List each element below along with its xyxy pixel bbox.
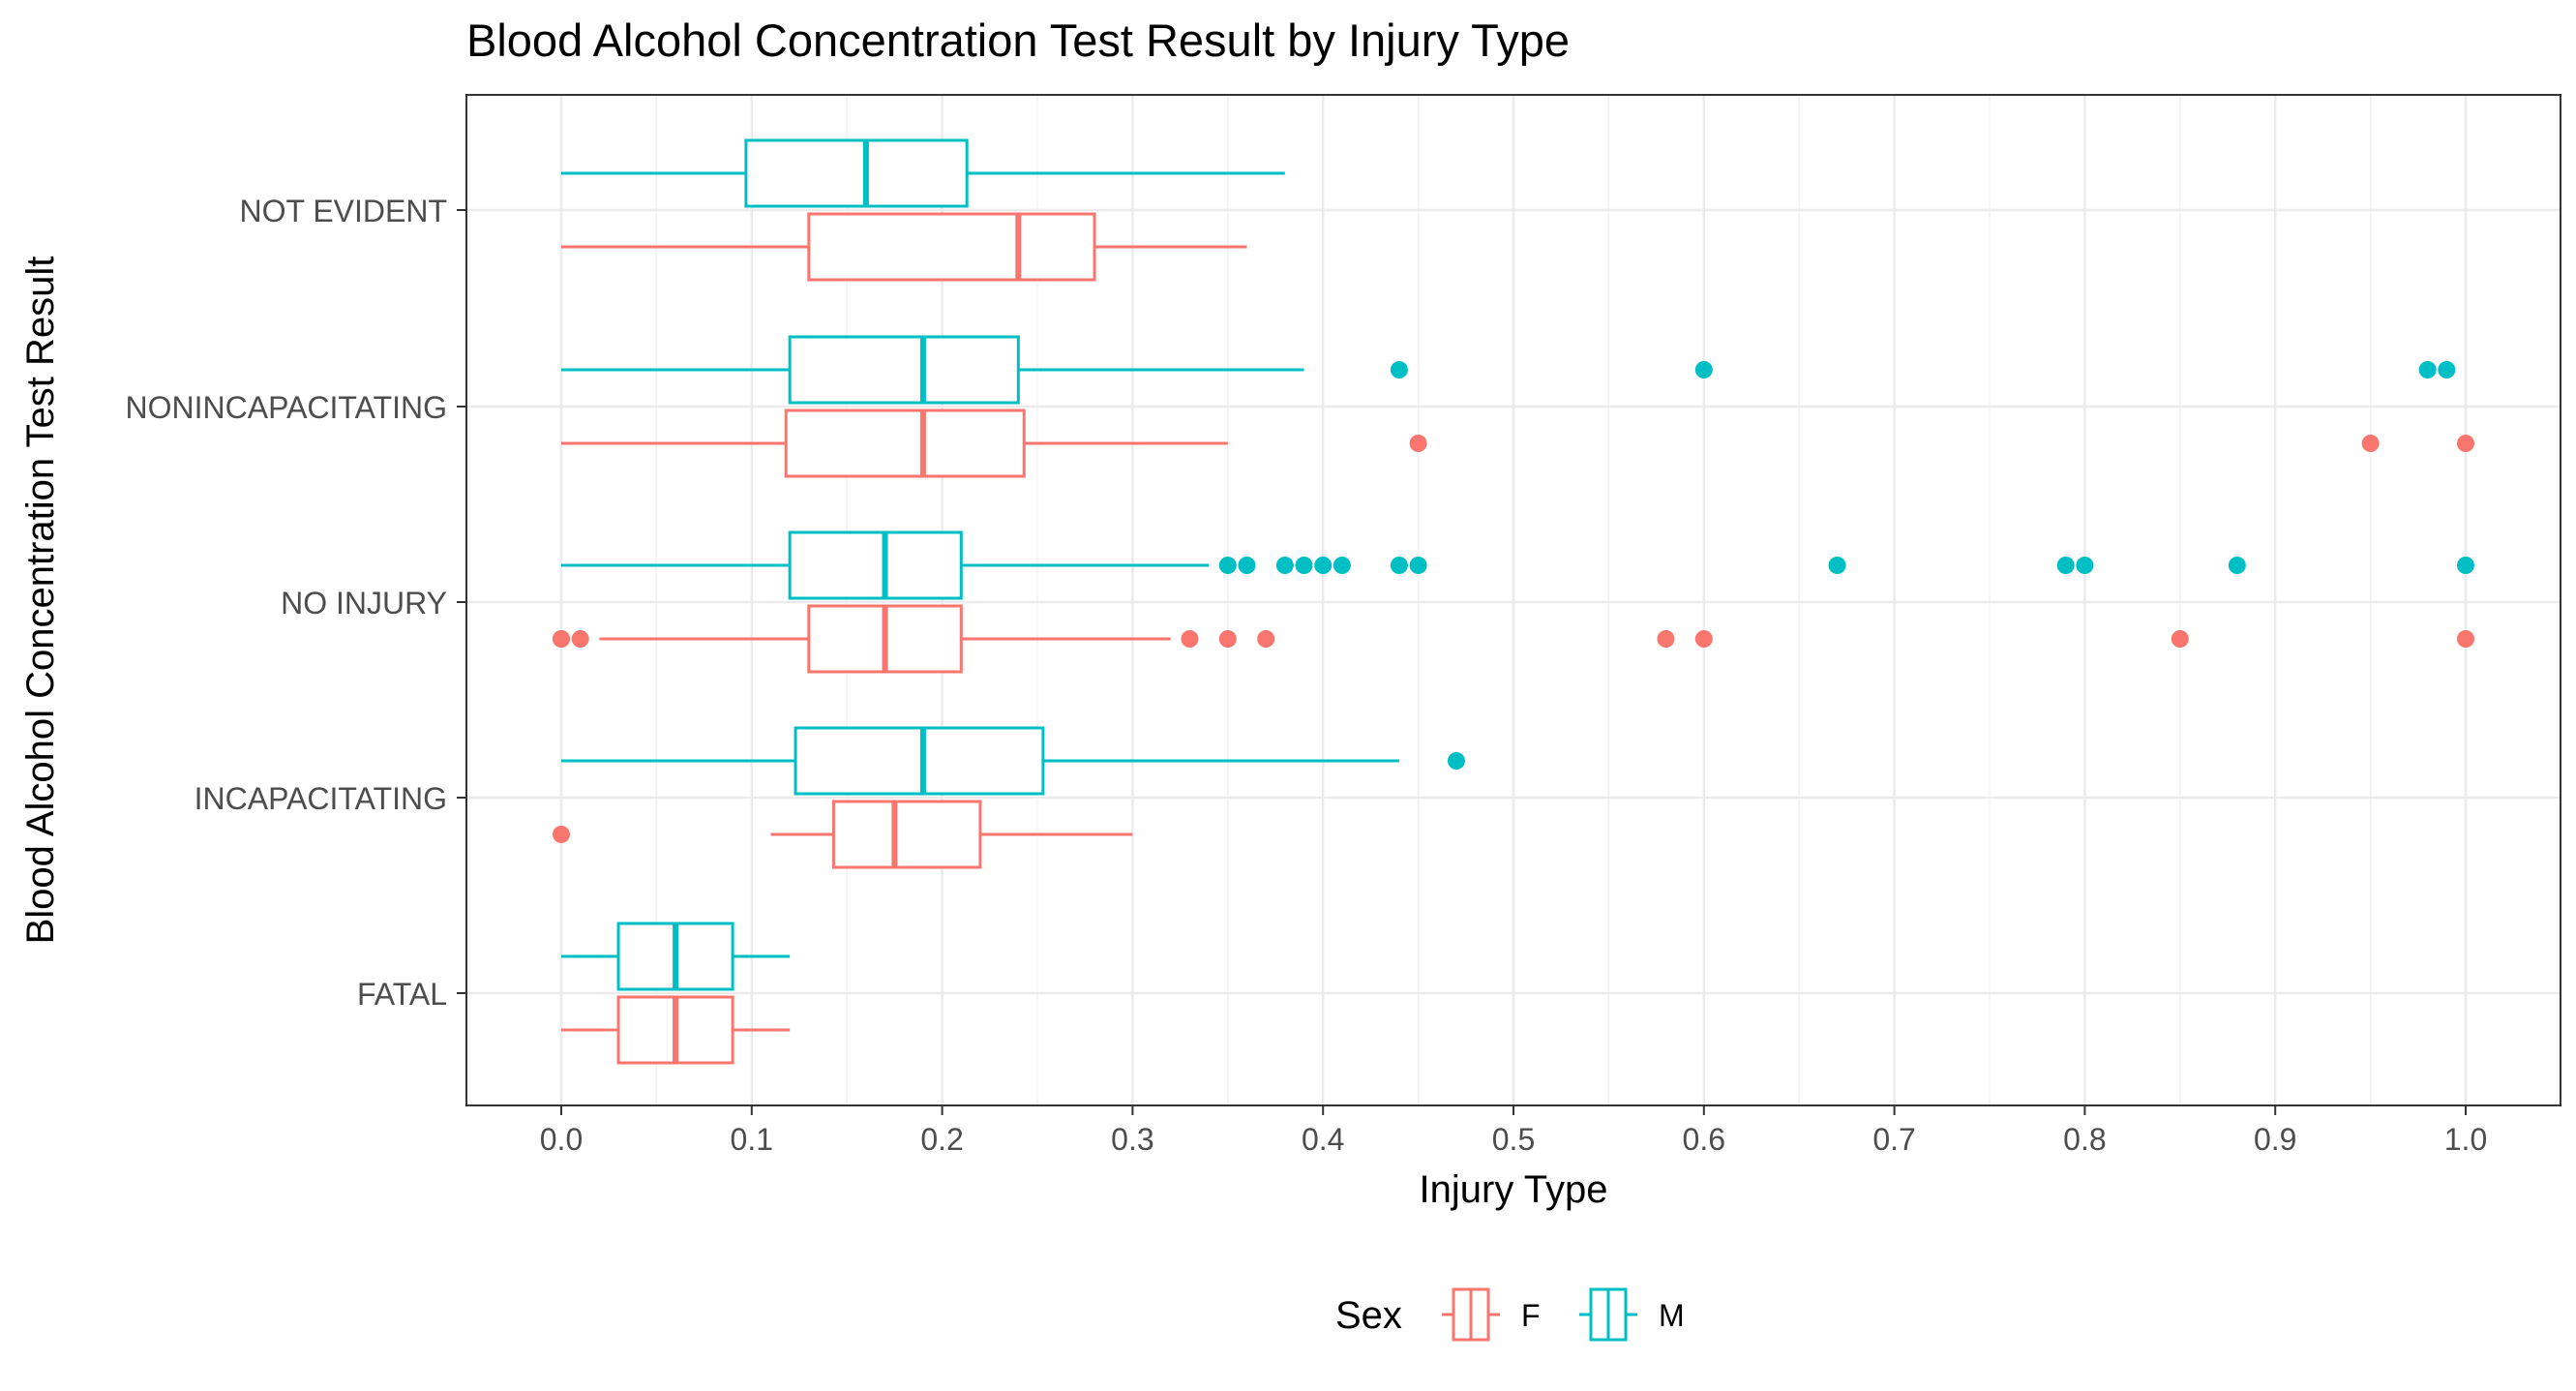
outlier-point [1218,630,1237,648]
legend-title: Sex [1335,1294,1402,1337]
box-iqr [794,726,1045,796]
x-tick-label: 0.0 [540,1122,583,1157]
outlier-point [1657,630,1675,648]
box-M-not-evident [561,138,1285,208]
box-F-no-injury [553,604,2474,674]
x-tick-label: 0.3 [1111,1122,1153,1157]
outlier-point [1295,557,1313,574]
outlier-point [1275,557,1294,574]
box-F-nonincapacitating [561,408,2474,478]
y-tick-label: FATAL [357,977,447,1012]
x-tick-label: 0.8 [2063,1122,2106,1157]
box-F-incapacitating [553,800,1133,869]
y-tick-label: NOT EVIDENT [239,194,447,228]
x-tick-label: 0.5 [1492,1122,1535,1157]
y-tick-label: NO INJURY [281,586,447,620]
x-tick-label: 0.1 [731,1122,773,1157]
y-tick-label: NONINCAPACITATING [126,390,447,425]
legend-key-M: M [1579,1287,1685,1342]
legend-label: M [1659,1298,1685,1333]
axis-layer: 0.0 0.1 0.2 0.3 0.4 0.5 0.6 0.7 0.8 0.9 1.0 NOT EVI… [126,194,2488,1157]
y-axis-label: Blood Alcohol Concentration Test Result [19,257,62,945]
outlier-point [1390,361,1408,378]
outlier-point [2056,557,2075,574]
outlier-point [2361,435,2380,452]
outlier-point [1390,557,1408,574]
outlier-point [553,630,570,648]
box-M-no-injury [561,530,2474,600]
outlier-point [1181,630,1199,648]
x-tick-label: 0.6 [1683,1122,1725,1157]
box-layer [553,138,2474,1065]
outlier-point [1333,557,1351,574]
grid-layer [466,95,2561,1105]
outlier-point [2076,557,2094,574]
box-F-fatal [561,995,791,1065]
box-M-nonincapacitating [561,335,2456,405]
outlier-point [2228,557,2246,574]
outlier-point [2457,435,2474,452]
outlier-point [2457,557,2474,574]
box-M-fatal [561,922,791,991]
x-tick-label: 0.2 [920,1122,963,1157]
outlier-point [1238,557,1256,574]
outlier-point [1409,557,1427,574]
outlier-point [1409,435,1427,452]
outlier-point [1257,630,1275,648]
outlier-point [571,630,589,648]
outlier-point [2171,630,2189,648]
legend-label: F [1521,1298,1541,1333]
outlier-point [2438,361,2456,378]
box-iqr [788,335,1020,405]
outlier-point [1218,557,1237,574]
outlier-point [553,826,570,843]
legend-key-F: F [1442,1287,1541,1342]
x-tick-label: 0.7 [1872,1122,1915,1157]
outlier-point [1694,361,1713,378]
outlier-point [1828,557,1846,574]
box-iqr [788,530,963,600]
outlier-point [1314,557,1333,574]
box-iqr [831,800,982,869]
box-iqr [784,408,1026,478]
box-F-not-evident [561,212,1247,282]
box-M-incapacitating [561,726,1465,796]
x-tick-label: 1.0 [2444,1122,2487,1157]
box-iqr [807,212,1096,282]
x-tick-label: 0.4 [1302,1122,1344,1157]
outlier-point [1694,630,1713,648]
box-iqr [744,138,969,208]
outlier-point [2418,361,2437,378]
x-axis-label: Injury Type [1420,1168,1608,1211]
chart-title: Blood Alcohol Concentration Test Result … [466,15,1570,66]
outlier-point [1447,752,1465,770]
y-tick-label: INCAPACITATING [195,781,447,816]
x-tick-label: 0.9 [2254,1122,2296,1157]
outlier-point [2457,630,2474,648]
